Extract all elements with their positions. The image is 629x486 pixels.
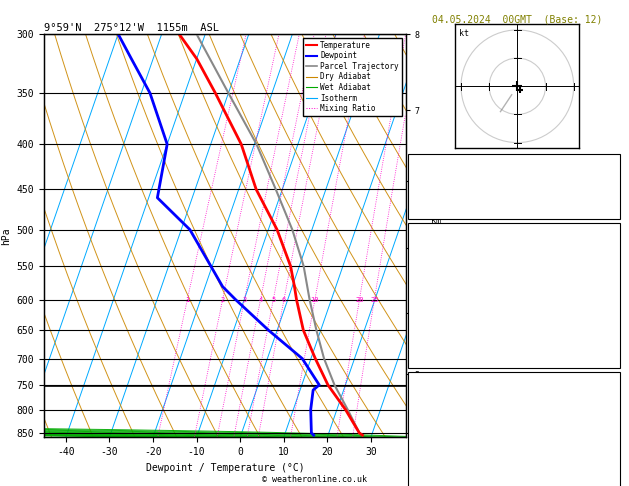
Text: Mixing Ratio (g/kg): Mixing Ratio (g/kg) <box>417 188 426 283</box>
X-axis label: Dewpoint / Temperature (°C): Dewpoint / Temperature (°C) <box>145 463 304 473</box>
Text: -1: -1 <box>606 308 616 317</box>
Text: 2: 2 <box>221 296 225 302</box>
Text: 25: 25 <box>370 296 379 302</box>
Text: 39: 39 <box>606 158 616 167</box>
Text: Lifted Index: Lifted Index <box>411 308 476 317</box>
Legend: Temperature, Dewpoint, Parcel Trajectory, Dry Adiabat, Wet Adiabat, Isotherm, Mi: Temperature, Dewpoint, Parcel Trajectory… <box>303 38 402 116</box>
Text: 3: 3 <box>242 296 247 302</box>
Text: Lifted Index: Lifted Index <box>411 436 476 446</box>
Text: 6: 6 <box>282 296 286 302</box>
Text: 552: 552 <box>600 457 616 466</box>
Text: θₑ (K): θₑ (K) <box>411 416 443 425</box>
Text: 5: 5 <box>271 296 276 302</box>
Y-axis label: hPa: hPa <box>1 227 11 244</box>
Text: 16.7: 16.7 <box>595 267 616 276</box>
Text: 20: 20 <box>355 296 364 302</box>
Text: 2.9: 2.9 <box>600 199 616 208</box>
Text: CIN (J): CIN (J) <box>411 348 448 358</box>
Text: CAPE (J): CAPE (J) <box>411 328 454 337</box>
Text: Pressure (mb): Pressure (mb) <box>411 396 481 405</box>
Text: 10: 10 <box>311 296 319 302</box>
Text: 0: 0 <box>611 348 616 358</box>
Text: kt: kt <box>459 29 469 38</box>
Text: θₑ(K): θₑ(K) <box>411 287 438 296</box>
Text: 27.9: 27.9 <box>595 246 616 256</box>
Text: 04.05.2024  00GMT  (Base: 12): 04.05.2024 00GMT (Base: 12) <box>432 15 603 25</box>
Text: PW (cm): PW (cm) <box>411 199 448 208</box>
Y-axis label: km
ASL: km ASL <box>429 216 444 236</box>
Text: -1: -1 <box>606 436 616 446</box>
Text: Most Unstable: Most Unstable <box>479 375 548 384</box>
Text: K: K <box>411 158 416 167</box>
Text: 353: 353 <box>600 416 616 425</box>
Text: 4: 4 <box>259 296 263 302</box>
Text: Temp (°C): Temp (°C) <box>411 246 459 256</box>
Text: CIN (J): CIN (J) <box>411 477 448 486</box>
Text: CAPE (J): CAPE (J) <box>411 457 454 466</box>
Text: 353: 353 <box>600 287 616 296</box>
Text: 44: 44 <box>606 178 616 188</box>
Text: Dewp (°C): Dewp (°C) <box>411 267 459 276</box>
Text: © weatheronline.co.uk: © weatheronline.co.uk <box>262 474 367 484</box>
Text: 552: 552 <box>600 328 616 337</box>
Text: LCL: LCL <box>407 382 422 390</box>
Text: 885: 885 <box>600 396 616 405</box>
Text: Surface: Surface <box>495 226 532 235</box>
Text: 1: 1 <box>185 296 189 302</box>
Text: 9°59'N  275°12'W  1155m  ASL: 9°59'N 275°12'W 1155m ASL <box>44 23 219 33</box>
Text: Totals Totals: Totals Totals <box>411 178 481 188</box>
Text: 0: 0 <box>611 477 616 486</box>
